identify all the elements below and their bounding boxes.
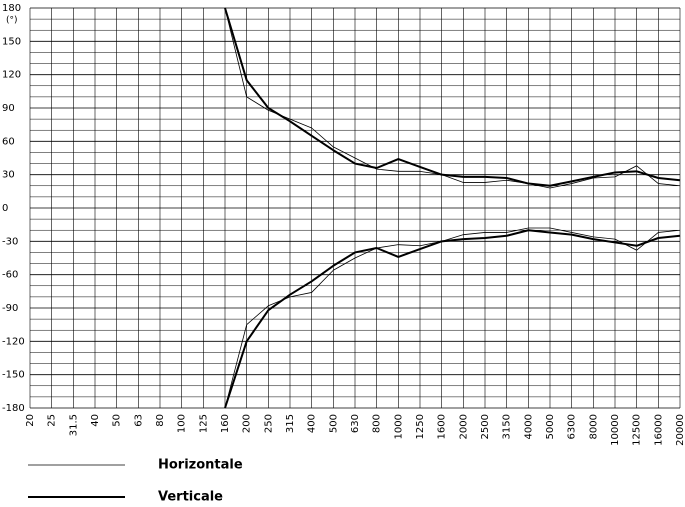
- y-tick-label: -180: [2, 403, 25, 414]
- x-tick-label: 200: [242, 414, 253, 433]
- legend-label: Verticale: [158, 490, 223, 505]
- series-line: [224, 7, 681, 189]
- series-line: [224, 227, 681, 409]
- y-unit: (°): [6, 16, 18, 26]
- x-tick-label: 50: [112, 414, 123, 427]
- x-tick-label: 8000: [588, 414, 599, 439]
- y-tick-label: 0: [2, 203, 8, 214]
- x-tick-label: 12500: [632, 414, 643, 446]
- series-line: [224, 229, 681, 409]
- x-tick-label: 800: [372, 414, 383, 433]
- x-tick-label: 5000: [545, 414, 556, 439]
- x-tick-label: 10000: [610, 414, 621, 446]
- x-tick-label: 400: [307, 414, 318, 433]
- x-tick-label: 3150: [502, 414, 513, 439]
- y-tick-label: 180: [2, 3, 21, 14]
- x-tick-label: 630: [350, 414, 361, 433]
- x-tick-label: 6300: [567, 414, 578, 439]
- x-tick-label: 1600: [437, 414, 448, 439]
- x-tick-label: 1250: [415, 414, 426, 439]
- x-tick-label: 20000: [675, 414, 685, 446]
- y-tick-label: -30: [2, 236, 18, 247]
- x-tick-label: 315: [285, 414, 296, 433]
- x-tick-label: 4000: [523, 414, 534, 439]
- legend-label: Horizontale: [158, 458, 243, 473]
- y-tick-label: -150: [2, 370, 25, 381]
- y-tick-label: 30: [2, 170, 15, 181]
- y-tick-label: 120: [2, 70, 21, 81]
- y-tick-label: -60: [2, 270, 18, 281]
- x-tick-label: 2000: [458, 414, 469, 439]
- x-tick-label: 125: [198, 414, 209, 433]
- x-tick-label: 1000: [393, 414, 404, 439]
- y-tick-label: -120: [2, 336, 25, 347]
- x-tick-label: 40: [90, 414, 101, 427]
- x-tick-label: 20: [25, 414, 36, 427]
- x-tick-label: 16000: [653, 414, 664, 446]
- x-tick-label: 80: [155, 414, 166, 427]
- x-tick-label: 100: [177, 414, 188, 433]
- x-tick-label: 2500: [480, 414, 491, 439]
- x-tick-label: 25: [47, 414, 58, 427]
- y-tick-label: -90: [2, 303, 18, 314]
- x-tick-label: 31.5: [68, 414, 79, 436]
- x-tick-label: 500: [328, 414, 339, 433]
- x-tick-label: 63: [133, 414, 144, 427]
- y-tick-label: 60: [2, 136, 15, 147]
- series-line: [224, 7, 681, 187]
- x-tick-label: 250: [263, 414, 274, 433]
- x-tick-label: 160: [220, 414, 231, 433]
- y-tick-label: 150: [2, 36, 21, 47]
- y-tick-label: 90: [2, 103, 15, 114]
